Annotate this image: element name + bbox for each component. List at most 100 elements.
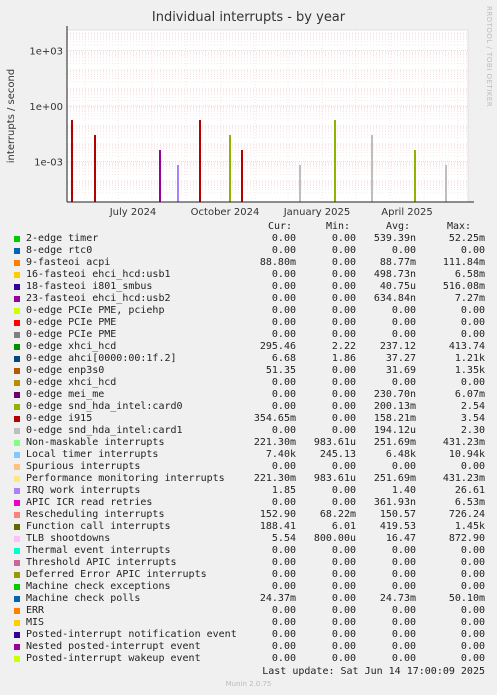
legend-row: Deferred Error APIC interrupts 0.00 0.00 0.… bbox=[12, 569, 492, 581]
legend-min: 0.00 bbox=[331, 377, 356, 388]
legend-cur: 0.00 bbox=[271, 581, 296, 592]
y-tick-label: 1e+00 bbox=[29, 102, 63, 113]
legend-swatch bbox=[14, 584, 20, 590]
legend-label: 2-edge timer bbox=[26, 233, 99, 244]
legend-label: 18-fasteoi i801_smbus bbox=[26, 281, 153, 292]
legend-min: 0.00 bbox=[331, 257, 356, 268]
legend-avg: 0.00 bbox=[391, 653, 416, 664]
legend-avg: 251.69m bbox=[373, 437, 416, 448]
legend-swatch bbox=[14, 380, 20, 386]
legend-min: 0.00 bbox=[331, 293, 356, 304]
legend-cur: 0.00 bbox=[271, 233, 296, 244]
legend-label: 0-edge mei_me bbox=[26, 389, 105, 400]
legend-row: Non-maskable interrupts 221.30m 983.61u 251… bbox=[12, 437, 492, 449]
legend-avg: 37.27 bbox=[385, 353, 416, 364]
legend-row: Local timer interrupts 7.40k 245.13 6.48k 10… bbox=[12, 449, 492, 461]
legend-max: 6.07m bbox=[454, 389, 485, 400]
legend-max: 0.00 bbox=[460, 377, 485, 388]
legend-row: 9-fasteoi acpi 88.80m 0.00 88.77m 111.84m bbox=[12, 257, 492, 269]
legend-row: Posted-interrupt wakeup event 0.00 0.00 0.0… bbox=[12, 653, 492, 665]
legend-swatch bbox=[14, 272, 20, 278]
legend-min: 0.00 bbox=[331, 545, 356, 556]
legend-cur: 188.41 bbox=[259, 521, 296, 532]
legend-avg: 0.00 bbox=[391, 557, 416, 568]
legend-avg: 0.00 bbox=[391, 569, 416, 580]
legend-row: 2-edge timer 0.00 0.00 539.39n 52.25m bbox=[12, 233, 492, 245]
legend-min: 800.00u bbox=[313, 533, 356, 544]
legend-row: Rescheduling interrupts 152.90 68.22m 150.5… bbox=[12, 509, 492, 521]
legend-max: 0.00 bbox=[460, 605, 485, 616]
chart-title: Individual interrupts - by year bbox=[151, 10, 346, 25]
legend-cur: 0.00 bbox=[271, 377, 296, 388]
legend-avg: 498.73n bbox=[373, 269, 416, 280]
legend-cur: 24.37m bbox=[259, 593, 296, 604]
legend-max: 726.24 bbox=[448, 509, 485, 520]
x-tick-label: January 2025 bbox=[283, 207, 351, 218]
legend-label: Deferred Error APIC interrupts bbox=[26, 569, 207, 580]
legend-avg: 1.40 bbox=[391, 485, 416, 496]
legend-max: 1.21k bbox=[454, 353, 485, 364]
legend-avg: 88.77m bbox=[379, 257, 416, 268]
legend-cur: 221.30m bbox=[253, 473, 296, 484]
legend-label: MIS bbox=[26, 617, 45, 628]
legend-swatch bbox=[14, 308, 20, 314]
legend-min: 0.00 bbox=[331, 461, 356, 472]
plot-area bbox=[67, 30, 468, 202]
legend-swatch bbox=[14, 620, 20, 626]
legend-cur: 0.00 bbox=[271, 269, 296, 280]
legend-min: 0.00 bbox=[331, 653, 356, 664]
legend-max: 0.00 bbox=[460, 581, 485, 592]
legend-avg: 230.70n bbox=[373, 389, 416, 400]
legend-label: 0-edge PCIe PME, pciehp bbox=[26, 305, 165, 316]
legend-min: 1.86 bbox=[331, 353, 356, 364]
legend-avg: 0.00 bbox=[391, 617, 416, 628]
legend-max: 0.00 bbox=[460, 245, 485, 256]
legend-label: 16-fasteoi ehci_hcd:usb1 bbox=[26, 269, 171, 280]
legend-min: 2.22 bbox=[331, 341, 356, 352]
legend-swatch bbox=[14, 356, 20, 362]
legend-cur: 0.00 bbox=[271, 557, 296, 568]
legend-cur: 7.40k bbox=[265, 449, 296, 460]
legend-max: 872.90 bbox=[448, 533, 485, 544]
legend-min: 0.00 bbox=[331, 485, 356, 496]
legend-label: 0-edge enp3s0 bbox=[26, 365, 105, 376]
legend-row: 0-edge mei_me 0.00 0.00 230.70n 6.07m bbox=[12, 389, 492, 401]
legend-max: 0.00 bbox=[460, 305, 485, 316]
legend-row: 0-edge PCIe PME 0.00 0.00 0.00 0.00 bbox=[12, 329, 492, 341]
legend-min: 0.00 bbox=[331, 269, 356, 280]
legend-label: Threshold APIC interrupts bbox=[26, 557, 177, 568]
legend-avg: 0.00 bbox=[391, 305, 416, 316]
legend-max: 1.35k bbox=[454, 365, 485, 376]
legend-max: 26.61 bbox=[454, 485, 485, 496]
legend-max: 0.00 bbox=[460, 329, 485, 340]
legend-row: 0-edge enp3s0 51.35 0.00 31.69 1.35k bbox=[12, 365, 492, 377]
x-tick-label: October 2024 bbox=[191, 207, 260, 218]
legend-max: 6.58m bbox=[454, 269, 485, 280]
legend-swatch bbox=[14, 632, 20, 638]
legend-row: 0-edge xhci_hcd 0.00 0.00 0.00 0.00 bbox=[12, 377, 492, 389]
legend-min: 0.00 bbox=[331, 497, 356, 508]
legend-row: Machine check polls 24.37m 0.00 24.73m 50.10… bbox=[12, 593, 492, 605]
legend-row: MIS 0.00 0.00 0.00 0.00 bbox=[12, 617, 492, 629]
legend-swatch bbox=[14, 500, 20, 506]
legend-cur: 5.54 bbox=[271, 533, 296, 544]
legend-max: 7.27m bbox=[454, 293, 485, 304]
legend-max: 6.53m bbox=[454, 497, 485, 508]
legend-swatch bbox=[14, 488, 20, 494]
legend-cur: 0.00 bbox=[271, 389, 296, 400]
legend-min: 0.00 bbox=[331, 365, 356, 376]
legend-max: 52.25m bbox=[448, 233, 485, 244]
legend-swatch bbox=[14, 368, 20, 374]
legend-min: 983.61u bbox=[313, 437, 356, 448]
legend-avg: 0.00 bbox=[391, 317, 416, 328]
legend-max: 50.10m bbox=[448, 593, 485, 604]
legend-cur: 0.00 bbox=[271, 497, 296, 508]
legend-label: 0-edge xhci_hcd bbox=[26, 341, 117, 352]
legend-max: 1.45k bbox=[454, 521, 485, 532]
legend-cur: 0.00 bbox=[271, 425, 296, 436]
legend-row: Function call interrupts 188.41 6.01 419.53… bbox=[12, 521, 492, 533]
legend-min: 0.00 bbox=[331, 305, 356, 316]
legend-label: APIC ICR read retries bbox=[26, 497, 153, 508]
legend-swatch bbox=[14, 428, 20, 434]
legend-max: 0.00 bbox=[460, 653, 485, 664]
